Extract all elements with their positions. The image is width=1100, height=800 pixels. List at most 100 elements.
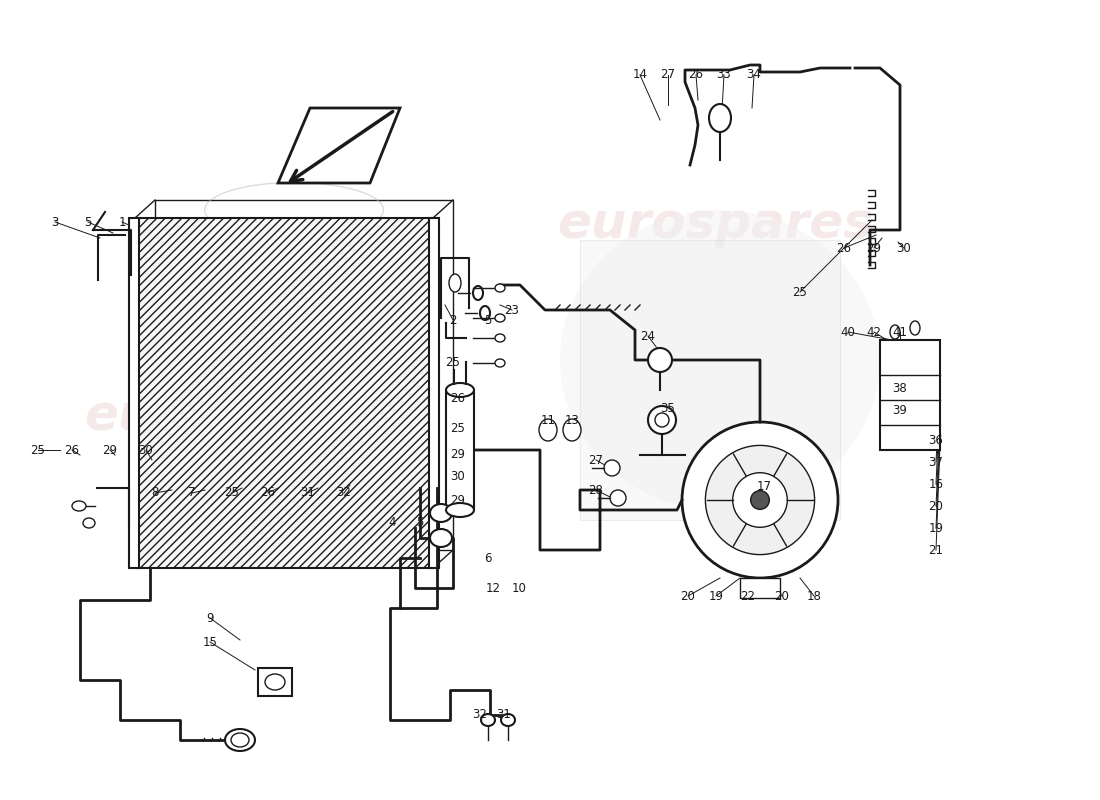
Ellipse shape [473, 286, 483, 300]
Text: 20: 20 [681, 590, 695, 602]
Text: 2: 2 [449, 314, 456, 326]
Ellipse shape [495, 284, 505, 292]
Bar [446, 390, 474, 510]
Text: 41: 41 [892, 326, 907, 338]
Text: 28: 28 [588, 483, 604, 497]
Ellipse shape [495, 334, 505, 342]
Bar [740, 578, 780, 598]
Text: 26: 26 [451, 391, 465, 405]
Circle shape [648, 348, 672, 372]
Text: 10: 10 [512, 582, 527, 594]
Ellipse shape [539, 419, 557, 441]
Text: eurospares: eurospares [557, 200, 873, 248]
Circle shape [733, 473, 788, 527]
Polygon shape [278, 108, 400, 183]
Circle shape [654, 413, 669, 427]
Text: 26: 26 [836, 242, 851, 254]
Text: 24: 24 [640, 330, 656, 342]
Text: 30: 30 [451, 470, 465, 482]
Text: 16: 16 [928, 478, 944, 490]
Ellipse shape [226, 729, 255, 751]
Text: 23: 23 [505, 303, 519, 317]
Circle shape [750, 490, 769, 510]
Text: 34: 34 [747, 69, 761, 82]
Text: 19: 19 [708, 590, 724, 602]
Text: 37: 37 [928, 455, 944, 469]
Bar [129, 218, 139, 568]
Text: 13: 13 [564, 414, 580, 426]
Text: 17: 17 [757, 479, 771, 493]
Text: 29: 29 [451, 449, 465, 462]
Ellipse shape [910, 321, 920, 335]
Text: 8: 8 [152, 486, 158, 499]
Text: 36: 36 [928, 434, 944, 446]
Ellipse shape [265, 674, 285, 690]
Text: 38: 38 [892, 382, 907, 394]
Text: 32: 32 [473, 709, 487, 722]
Text: 35: 35 [661, 402, 675, 414]
Text: 9: 9 [207, 611, 213, 625]
Text: 20: 20 [774, 590, 790, 602]
Ellipse shape [495, 314, 505, 322]
Bar [429, 218, 439, 568]
Text: 25: 25 [793, 286, 807, 298]
Circle shape [610, 490, 626, 506]
Ellipse shape [500, 714, 515, 726]
Text: 15: 15 [202, 635, 218, 649]
Text: 29: 29 [451, 494, 465, 506]
Text: 22: 22 [740, 590, 756, 602]
Circle shape [705, 446, 815, 554]
Text: 31: 31 [300, 486, 316, 499]
Ellipse shape [446, 383, 474, 397]
Text: 5: 5 [484, 314, 492, 326]
Ellipse shape [430, 529, 452, 547]
Text: 29: 29 [867, 242, 881, 254]
Text: 3: 3 [52, 215, 58, 229]
Text: 26: 26 [261, 486, 275, 499]
Text: 25: 25 [224, 486, 240, 499]
Bar [880, 340, 940, 450]
Text: 31: 31 [496, 709, 512, 722]
Text: 7: 7 [188, 486, 196, 499]
Text: 27: 27 [660, 69, 675, 82]
Circle shape [604, 460, 620, 476]
Text: 14: 14 [632, 69, 648, 82]
Ellipse shape [495, 359, 505, 367]
Text: 4: 4 [388, 515, 396, 529]
Ellipse shape [481, 714, 495, 726]
Text: 30: 30 [139, 443, 153, 457]
Circle shape [648, 406, 676, 434]
Text: 19: 19 [928, 522, 944, 534]
Text: 25: 25 [451, 422, 465, 434]
Ellipse shape [430, 504, 452, 522]
Text: eurospares: eurospares [84, 392, 400, 440]
Circle shape [682, 422, 838, 578]
Ellipse shape [231, 733, 249, 747]
Text: 5: 5 [85, 215, 91, 229]
Bar [258, 668, 292, 696]
Ellipse shape [72, 501, 86, 511]
Text: 27: 27 [588, 454, 604, 466]
Text: 1: 1 [119, 215, 125, 229]
Text: 40: 40 [840, 326, 856, 338]
Ellipse shape [710, 104, 732, 132]
Ellipse shape [563, 419, 581, 441]
Text: 21: 21 [928, 543, 944, 557]
Text: 12: 12 [485, 582, 501, 594]
Bar [580, 240, 840, 520]
Text: 5: 5 [416, 515, 424, 529]
Text: 6: 6 [484, 551, 492, 565]
Text: 11: 11 [540, 414, 556, 426]
Bar [135, 218, 433, 568]
Text: 26: 26 [65, 443, 79, 457]
Text: 25: 25 [446, 355, 461, 369]
Ellipse shape [446, 503, 474, 517]
Text: 20: 20 [928, 499, 944, 513]
Text: 32: 32 [337, 486, 351, 499]
Text: 25: 25 [31, 443, 45, 457]
Ellipse shape [82, 518, 95, 528]
Bar [155, 200, 453, 550]
Ellipse shape [890, 325, 900, 339]
Ellipse shape [560, 210, 880, 510]
Ellipse shape [449, 274, 461, 292]
